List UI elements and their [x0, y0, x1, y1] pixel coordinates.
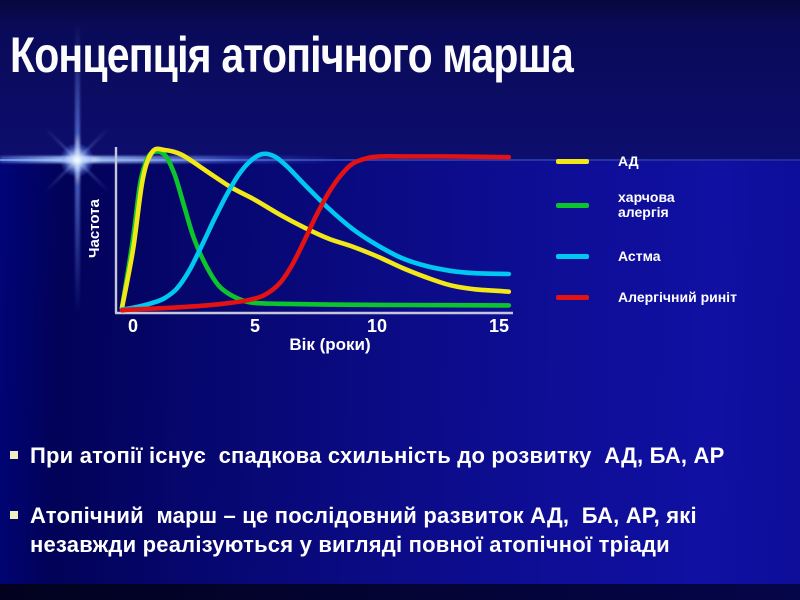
- lens-flare-core: [60, 143, 94, 177]
- legend-label: харчова алергія: [618, 189, 675, 220]
- x-tick-label: 15: [488, 316, 510, 336]
- legend-item: Алергічний риніт: [556, 290, 737, 305]
- legend-label: АД: [618, 153, 639, 169]
- x-tick-label: 5: [249, 316, 261, 336]
- background-divider-glow: [0, 159, 800, 161]
- chart-plot-area: [114, 146, 513, 315]
- legend-swatch: [556, 254, 589, 259]
- y-axis-label: Частота: [86, 199, 103, 258]
- bullet-item: Атопічний марш – це послідовний развиток…: [8, 501, 784, 559]
- bullet-text: Атопічний марш – це послідовний развиток…: [30, 503, 697, 557]
- bullet-item: При атопії існує спадкова схильність до …: [8, 441, 784, 470]
- legend-item: Астма: [556, 249, 661, 264]
- x-tick-label: 10: [366, 316, 388, 336]
- chart-curve-АД: [119, 146, 512, 311]
- bullet-list: При атопії існує спадкова схильність до …: [8, 441, 784, 559]
- legend-swatch: [556, 202, 589, 208]
- legend-label: Астма: [618, 248, 661, 264]
- background-bottom-strip: [0, 584, 800, 600]
- legend-label: Алергічний риніт: [618, 289, 737, 305]
- legend-item: АД: [556, 154, 639, 169]
- bullet-marker: [10, 451, 18, 459]
- bullet-text: При атопії існує спадкова схильність до …: [30, 443, 725, 468]
- legend-item: харчова алергія: [556, 190, 675, 220]
- x-axis-label: Вік (роки): [289, 335, 371, 354]
- legend-swatch: [556, 159, 589, 164]
- chart-curve-Астма: [119, 151, 512, 312]
- chart-curve-Алергічний-риніт: [119, 154, 512, 313]
- slide-title: Концепція атопічного марша: [10, 27, 574, 83]
- x-tick-label: 0: [127, 316, 139, 336]
- bullet-marker: [10, 511, 18, 519]
- background-top-band: [0, 0, 800, 161]
- legend-swatch: [556, 295, 589, 300]
